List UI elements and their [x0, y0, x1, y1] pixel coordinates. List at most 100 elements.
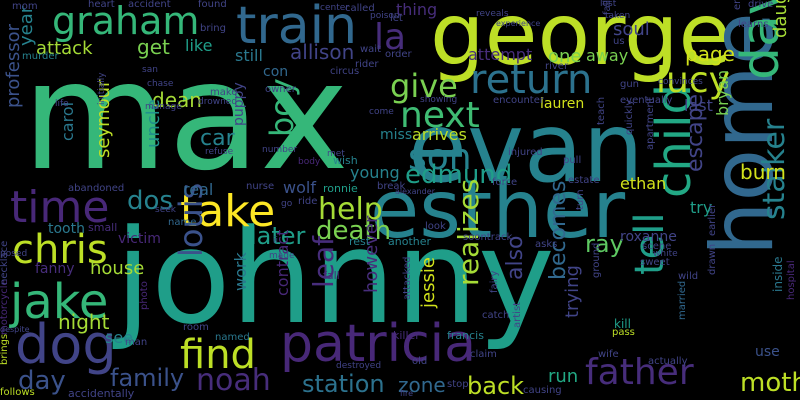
- word-roxanne: roxanne: [620, 229, 677, 245]
- word-order: order: [385, 49, 412, 60]
- word-asks: asks: [535, 239, 558, 250]
- word-dog: dog: [15, 313, 117, 376]
- word-come: come: [369, 107, 394, 117]
- word-wait: wait: [360, 44, 382, 55]
- word-follows: follows: [0, 387, 35, 398]
- word-encounter: encounter: [493, 95, 544, 106]
- word-abandoned: abandoned: [68, 183, 125, 194]
- word-catch: catch: [482, 310, 510, 321]
- word-young: young: [350, 163, 400, 182]
- word-made: made: [269, 251, 295, 261]
- word-help: help: [318, 192, 383, 227]
- word-teach: teach: [596, 96, 607, 125]
- word-get: get: [137, 35, 170, 59]
- word-earlier: earlier: [707, 203, 718, 236]
- word-ray: ray: [585, 230, 624, 258]
- word-destroyed: destroyed: [336, 361, 382, 371]
- word-bring: bring: [200, 23, 226, 34]
- word-claim: claim: [470, 349, 497, 360]
- word-attempt: attempt: [468, 45, 533, 64]
- word-life: life: [55, 99, 69, 109]
- word-chase: chase: [147, 79, 174, 89]
- word-accidentally: accidentally: [68, 387, 135, 400]
- word-wolf: wolf: [283, 178, 316, 197]
- word-dos: dos: [127, 186, 173, 216]
- word-next: next: [400, 95, 480, 136]
- word-center: center: [320, 3, 349, 13]
- word-give: give: [390, 67, 458, 105]
- word-attack: attack: [36, 38, 93, 59]
- word-use: use: [755, 344, 780, 360]
- word-wish: wish: [333, 154, 358, 167]
- word-inside: inside: [771, 256, 785, 292]
- word-make: make: [210, 87, 238, 98]
- word-hospital: hospital: [786, 260, 797, 300]
- word-ii: ii: [273, 236, 279, 246]
- word-body: body: [298, 157, 321, 167]
- word-drawn: drawn: [707, 243, 718, 275]
- word-heart: heart: [88, 0, 115, 10]
- word-man: man: [125, 337, 148, 348]
- word-mom: mom: [12, 1, 38, 12]
- word-mother: mother: [740, 368, 800, 398]
- word-graham: graham: [52, 0, 200, 43]
- word-work: work: [231, 252, 250, 291]
- word-turn: turn: [575, 189, 586, 210]
- word-car: car: [200, 126, 235, 151]
- word-number: number: [262, 145, 298, 155]
- word-george: george: [430, 0, 732, 85]
- word-drowned: drowned: [198, 97, 238, 107]
- word-named: named: [215, 332, 250, 343]
- word-later: later: [250, 222, 306, 250]
- word-pull: pull: [563, 155, 582, 166]
- word-la: la: [374, 17, 407, 58]
- word-night: night: [58, 310, 110, 334]
- word-page: page: [685, 42, 735, 66]
- word-river: river: [545, 61, 569, 72]
- word-try: try: [690, 198, 713, 217]
- word-refuse: refuse: [205, 147, 234, 157]
- word-ronnie: ronnie: [323, 182, 358, 195]
- word-time: time: [10, 182, 110, 233]
- word-alexander: alexander: [395, 187, 435, 196]
- word-thing: thing: [396, 0, 438, 19]
- word-rider: rider: [355, 59, 379, 70]
- word-lauren: lauren: [540, 96, 585, 112]
- word-initially: initially: [97, 72, 107, 105]
- word-lost: lost: [600, 0, 617, 9]
- word-back: back: [467, 372, 525, 400]
- word-causing: causing: [523, 385, 562, 396]
- word-artist: artist: [512, 301, 523, 328]
- word-see: see: [105, 328, 134, 347]
- word-manage: manage: [145, 102, 182, 112]
- word-max: max: [22, 30, 349, 204]
- word-married: married: [677, 280, 688, 320]
- word-father: father: [585, 352, 694, 393]
- word-white: white: [653, 249, 678, 259]
- word-family: family: [110, 364, 185, 392]
- word-experience: experience: [496, 19, 541, 28]
- word-another: another: [388, 235, 432, 248]
- word-wild: wild: [678, 271, 699, 282]
- word-quickly: quickly: [624, 99, 635, 135]
- word-soontrack: soontrack: [463, 232, 513, 243]
- word-allison: allison: [290, 40, 355, 64]
- word-jessie: jessie: [418, 257, 439, 308]
- word-return: return: [470, 57, 593, 103]
- word-break: break: [377, 181, 406, 192]
- word-rest: rest: [349, 235, 371, 248]
- word-learns: learns: [738, 19, 769, 30]
- word-room: room: [183, 322, 209, 333]
- word-force: force: [492, 177, 518, 188]
- word-dean: dean: [152, 88, 202, 112]
- word-photo: photo: [139, 281, 150, 310]
- word-murder: murder: [22, 51, 59, 62]
- word-however: however: [361, 215, 382, 293]
- word-victim: victim: [118, 231, 161, 247]
- word-train: train: [236, 0, 358, 56]
- word-zone: zone: [398, 373, 446, 397]
- word-noah: noah: [196, 363, 271, 398]
- word-one: one: [548, 46, 582, 67]
- word-apartment: apartment: [645, 97, 656, 150]
- word-professor: professor: [3, 23, 24, 108]
